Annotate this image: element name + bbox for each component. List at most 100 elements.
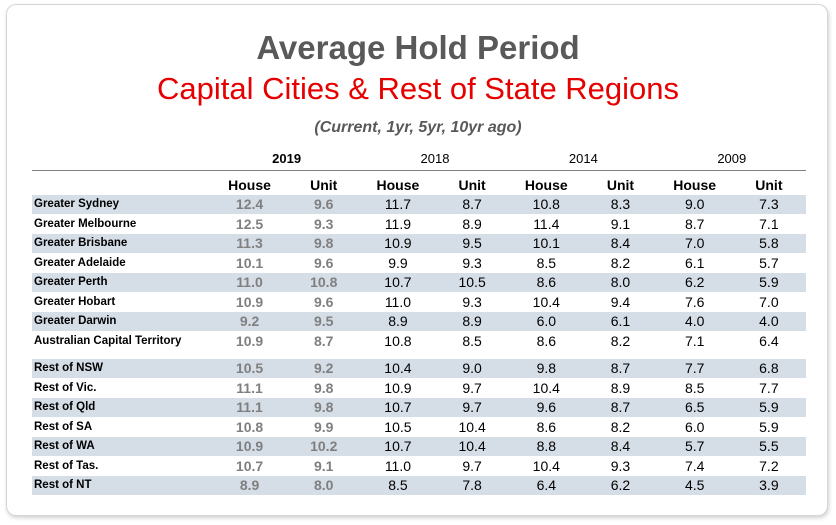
- value-cell: 8.8: [509, 436, 584, 457]
- value-cell: 9.6: [509, 397, 584, 418]
- value-cell: 9.4: [583, 292, 658, 312]
- table-row: Greater Brisbane 11.3 9.8 10.9 9.5 10.1 8.4 7.0…: [32, 233, 806, 254]
- value-cell: 9.6: [286, 195, 361, 215]
- value-cell: 3.9: [731, 475, 806, 496]
- value-cell: 10.4: [509, 456, 584, 476]
- value-cell: 9.0: [435, 359, 510, 379]
- value-cell: 10.4: [435, 417, 510, 437]
- column-header-row: House Unit House Unit House Unit House U…: [32, 171, 806, 196]
- table-row: Rest of SA 10.8 9.9 10.5 10.4 8.6 8.2 6.0 5.9: [32, 417, 806, 437]
- group-spacer: [32, 351, 806, 360]
- value-cell: 10.8: [509, 195, 584, 215]
- value-cell: 4.0: [657, 311, 732, 332]
- value-cell: 10.8: [212, 417, 287, 437]
- value-cell: 6.0: [657, 417, 732, 437]
- value-cell: 10.5: [435, 272, 510, 293]
- spacer-cell: [32, 351, 806, 360]
- table-row: Greater Hobart 10.9 9.6 11.0 9.3 10.4 9.4 7.6 7.…: [32, 292, 806, 312]
- page-title: Average Hold Period: [256, 29, 580, 66]
- value-cell: 12.4: [212, 195, 287, 215]
- value-cell: 7.0: [657, 233, 732, 254]
- value-cell: 8.2: [583, 253, 658, 273]
- table-row: Rest of Qld 11.1 9.8 10.7 9.7 9.6 8.7 6.5 5.9: [32, 397, 806, 418]
- value-cell: 9.7: [435, 378, 510, 398]
- region-name: Rest of Qld: [32, 397, 213, 418]
- value-cell: 10.9: [360, 233, 436, 254]
- column-header: Unit: [755, 177, 783, 193]
- value-cell: 8.9: [212, 475, 287, 496]
- value-cell: 8.6: [509, 417, 584, 437]
- region-name: Rest of SA: [32, 417, 213, 437]
- column-header: House: [673, 177, 717, 193]
- value-cell: 9.3: [583, 456, 658, 476]
- table-row: Greater Adelaide 10.1 9.6 9.9 9.3 8.5 8.2 6.1 5.…: [32, 253, 806, 273]
- value-cell: 9.7: [435, 456, 510, 476]
- value-cell: 10.1: [212, 253, 287, 273]
- value-cell: 9.3: [286, 214, 361, 234]
- value-cell: 11.7: [360, 195, 436, 215]
- value-cell: 7.8: [435, 475, 510, 496]
- value-cell: 7.1: [731, 214, 806, 234]
- year-header: 2014: [568, 151, 598, 166]
- value-cell: 11.1: [212, 397, 287, 418]
- table-row: Greater Melbourne 12.5 9.3 11.9 8.9 11.4 9.1 8.…: [32, 214, 806, 234]
- region-name: Rest of NT: [32, 475, 213, 496]
- value-cell: 8.0: [583, 272, 658, 293]
- value-cell: 6.4: [731, 331, 806, 351]
- value-cell: 8.0: [286, 475, 361, 496]
- value-cell: 6.1: [583, 311, 658, 332]
- value-cell: 8.9: [435, 311, 510, 332]
- year-header-row: 2019 2018 2014 2009: [32, 148, 806, 171]
- region-name: Rest of WA: [32, 436, 213, 457]
- value-cell: 10.4: [360, 359, 436, 379]
- value-cell: 10.1: [509, 233, 584, 254]
- value-cell: 7.0: [731, 292, 806, 312]
- value-cell: 7.1: [657, 331, 732, 351]
- table-row: Rest of NSW 10.5 9.2 10.4 9.0 9.8 8.7 7.7 6.8: [32, 359, 806, 379]
- value-cell: 10.8: [360, 331, 436, 351]
- value-cell: 6.5: [657, 397, 732, 418]
- value-cell: 8.7: [657, 214, 732, 234]
- value-cell: 9.5: [435, 233, 510, 254]
- table-row: Greater Darwin 9.2 9.5 8.9 8.9 6.0 6.1 4.0 4.0: [32, 311, 806, 332]
- value-cell: 5.9: [731, 272, 806, 293]
- period-note: (Current, 1yr, 5yr, 10yr ago): [314, 119, 522, 136]
- table-row: Rest of Vic. 11.1 9.8 10.9 9.7 10.4 8.9 8.5 7.7: [32, 378, 806, 398]
- region-name: Greater Hobart: [32, 292, 213, 312]
- region-name: Rest of NSW: [32, 359, 213, 379]
- value-cell: 8.9: [360, 311, 436, 332]
- year-header: 2018: [420, 151, 450, 166]
- value-cell: 11.0: [360, 292, 436, 312]
- value-cell: 5.9: [731, 417, 806, 437]
- value-cell: 7.7: [657, 359, 732, 379]
- value-cell: 7.6: [657, 292, 732, 312]
- table-row: Greater Sydney 12.4 9.6 11.7 8.7 10.8 8.3 9.0 7.…: [32, 195, 806, 215]
- value-cell: 9.3: [435, 292, 510, 312]
- region-name: Greater Brisbane: [32, 233, 213, 254]
- value-cell: 9.8: [286, 397, 361, 418]
- table-body: Greater Sydney 12.4 9.6 11.7 8.7 10.8 8.3 9.0 7.…: [32, 195, 806, 496]
- column-header: House: [376, 177, 420, 193]
- value-cell: 9.0: [657, 195, 732, 215]
- value-cell: 8.2: [583, 331, 658, 351]
- region-name: Rest of Vic.: [32, 378, 213, 398]
- value-cell: 8.5: [360, 475, 436, 496]
- value-cell: 7.2: [731, 456, 806, 476]
- value-cell: 8.9: [435, 214, 510, 234]
- value-cell: 8.7: [435, 195, 510, 215]
- hold-period-table: 2019 2018 2014 2009 House Unit House Uni…: [32, 148, 806, 496]
- value-cell: 10.4: [509, 292, 584, 312]
- column-header: House: [524, 177, 568, 193]
- value-cell: 5.5: [731, 436, 806, 457]
- value-cell: 8.3: [583, 195, 658, 215]
- table-row: Rest of WA 10.9 10.2 10.7 10.4 8.8 8.4 5.7 5.5: [32, 436, 806, 457]
- value-cell: 9.1: [286, 456, 361, 476]
- value-cell: 8.5: [657, 378, 732, 398]
- value-cell: 11.0: [212, 272, 287, 293]
- value-cell: 5.9: [731, 397, 806, 418]
- region-name: Rest of Tas.: [32, 456, 213, 476]
- value-cell: 6.8: [731, 359, 806, 379]
- column-header: Unit: [310, 177, 338, 193]
- region-name: Greater Darwin: [32, 311, 213, 332]
- value-cell: 9.3: [435, 253, 510, 273]
